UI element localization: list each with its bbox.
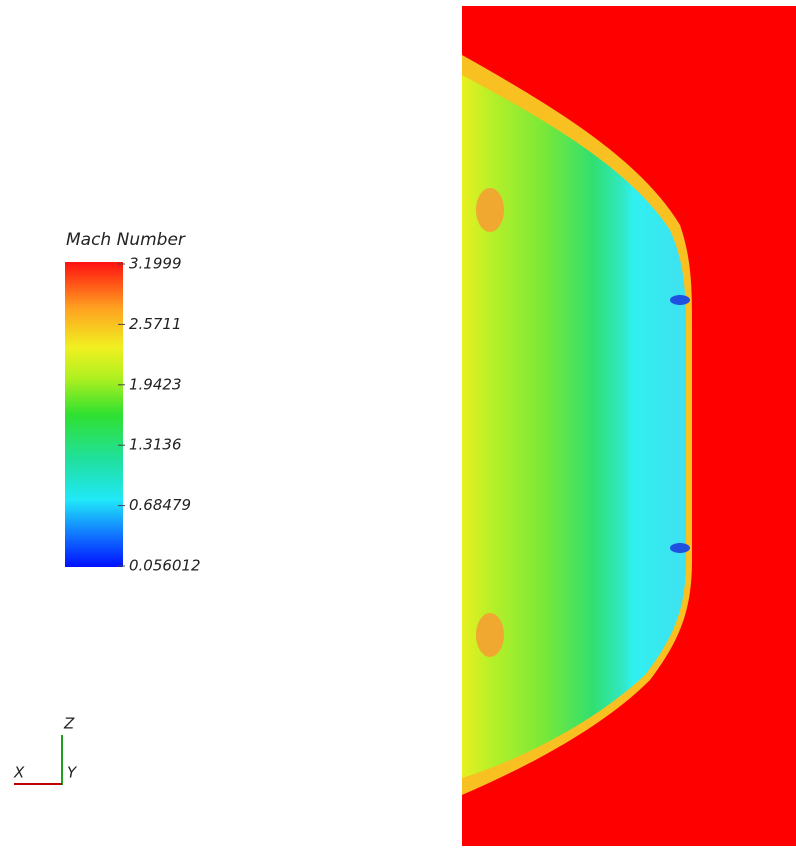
tick-label: 2.5711 — [129, 315, 182, 333]
legend-title: Mach Number — [66, 230, 186, 250]
axis-label: Z — [63, 715, 75, 733]
tick-label: 1.9423 — [129, 375, 182, 393]
tick-label: 1.3136 — [129, 436, 182, 454]
tick-label: 3.1999 — [129, 255, 182, 273]
tick-label: 0.68479 — [129, 496, 191, 514]
color-legend: Mach Number — [65, 230, 186, 567]
axis-label: X — [13, 764, 25, 782]
flow-field — [462, 6, 796, 846]
axes-triad: Z X Y — [13, 715, 78, 786]
axis-label: Y — [67, 764, 78, 782]
color-bar — [65, 262, 123, 567]
viewport: Mach Number Z X Y 3.1999 2.5711 1.9423 1.31… — [0, 0, 796, 846]
tick-label: 0.056012 — [129, 557, 201, 575]
